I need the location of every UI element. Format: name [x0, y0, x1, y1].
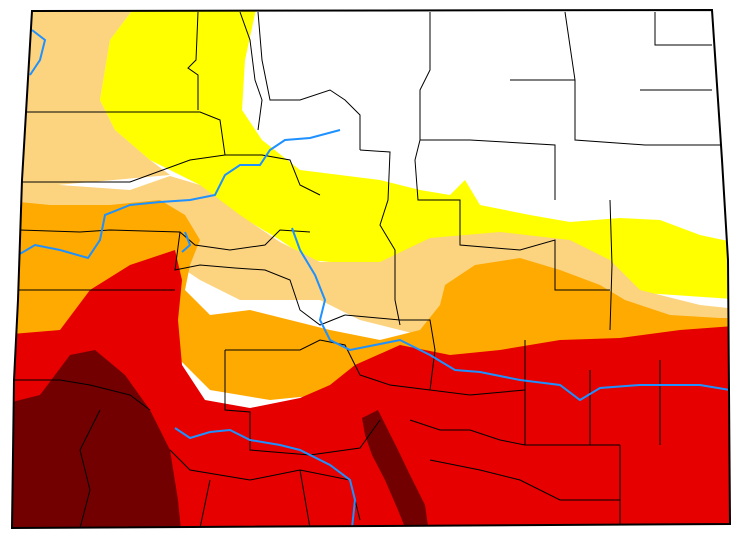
river-north	[29, 29, 47, 76]
rivers	[17, 29, 730, 528]
zone-d0-north	[100, 10, 730, 300]
zone-d3-south	[12, 250, 730, 528]
state-outline	[10, 8, 732, 530]
river-gunnison	[181, 231, 192, 253]
zone-d4-southwest	[12, 350, 182, 528]
river-colorado	[17, 129, 341, 260]
zone-d2-central	[12, 200, 730, 400]
river-rio-grande	[174, 427, 357, 528]
zone-d4-southcentral	[362, 410, 430, 528]
river-arkansas	[291, 227, 730, 402]
county-lines	[14, 11, 720, 528]
